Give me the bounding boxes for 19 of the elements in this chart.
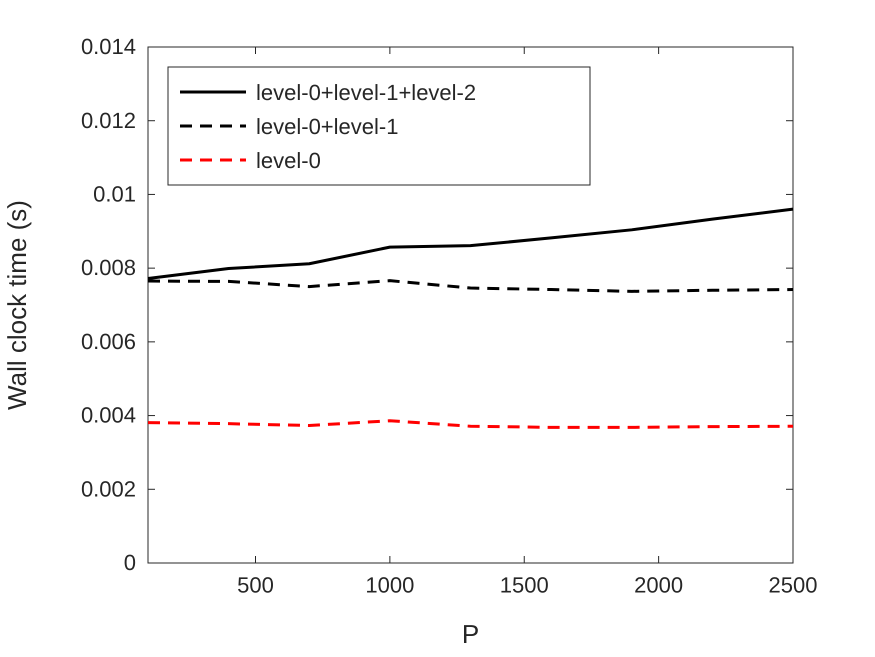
y-tick-label: 0: [124, 550, 136, 576]
x-tick-label: 500: [237, 572, 274, 598]
legend-label: level-0+level-1: [256, 114, 398, 139]
legend-label: level-0: [256, 148, 321, 173]
y-tick-label: 0.012: [80, 108, 136, 133]
legend-label: level-0+level-1+level-2: [256, 80, 476, 105]
y-tick-label: 0.008: [80, 255, 136, 280]
x-tick-label: 2500: [768, 572, 818, 598]
x-tick-label: 1500: [500, 572, 549, 598]
y-tick-label: 0.006: [80, 328, 136, 354]
x-tick-label: 1000: [365, 572, 414, 598]
y-tick-label: 0.01: [93, 181, 136, 206]
x-axis-title: P: [462, 619, 480, 649]
y-tick-label: 0.014: [80, 34, 136, 60]
x-tick-label: 2000: [634, 572, 684, 598]
y-tick-label: 0.002: [80, 476, 136, 502]
y-tick-label: 0.004: [80, 402, 136, 428]
y-axis-title: Wall clock time (s): [2, 200, 32, 410]
line-series: [146, 419, 794, 429]
